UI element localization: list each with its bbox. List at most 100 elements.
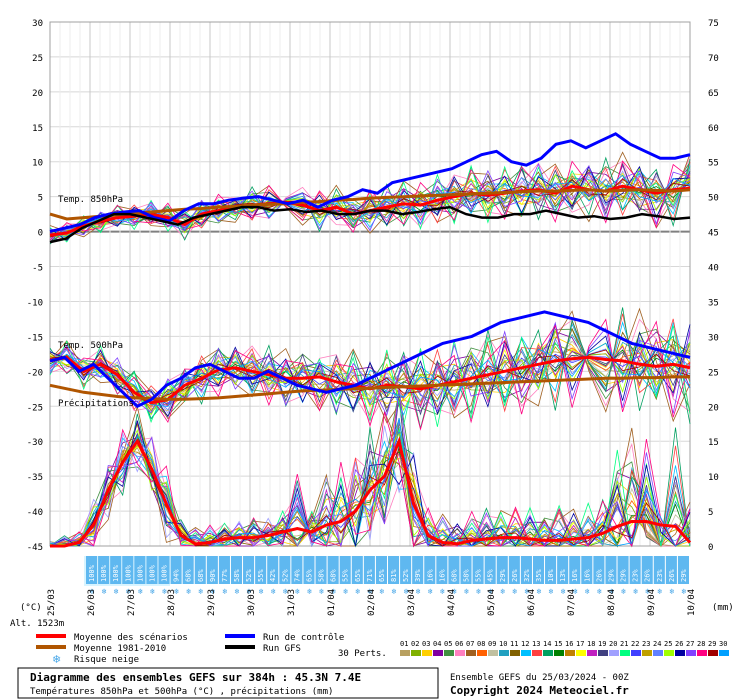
- pert-swatch: [543, 650, 553, 656]
- right-tick-label: 40: [708, 264, 719, 274]
- snow-cell-pct: 100%: [124, 564, 132, 582]
- snow-cell-pct: 26%: [644, 569, 652, 582]
- pert-swatch: [466, 650, 476, 656]
- snow-cell-pct: 100%: [161, 564, 169, 582]
- date-label: 02/04: [367, 589, 377, 616]
- snow-cell: [653, 556, 665, 584]
- snow-cell-pct: 16%: [426, 569, 434, 582]
- snow-cell-flake: ❄: [464, 587, 469, 596]
- right-tick-label: 0: [708, 543, 713, 553]
- right-tick-label: 35: [708, 298, 719, 308]
- date-axis-labels: 25/03 26/03 27/03 28/03 29/03 30/03 31/03 01/04…: [47, 589, 697, 616]
- snow-cell: [146, 556, 158, 584]
- snow-cell-flake: ❄: [102, 587, 107, 596]
- pert-number: 16: [565, 640, 573, 648]
- pert-number: 18: [587, 640, 595, 648]
- snow-cell: [581, 556, 593, 584]
- right-tick-label: 60: [708, 124, 719, 134]
- left-tick-label: -25: [27, 403, 43, 413]
- snow-cell: [484, 556, 496, 584]
- date-label: 09/04: [647, 589, 657, 616]
- snow-cell-pct: 16%: [583, 569, 591, 582]
- snow-cell-flake: ❄: [476, 587, 481, 596]
- pert-swatch: [477, 650, 487, 656]
- pert-swatch: [697, 650, 707, 656]
- pert-number: 23: [642, 640, 650, 648]
- date-label: 07/04: [567, 589, 577, 616]
- snow-cell-pct: 55%: [342, 569, 350, 582]
- pert-swatch: [708, 650, 718, 656]
- pert-swatch: [609, 650, 619, 656]
- snow-cell: [520, 556, 532, 584]
- footer-box: [17, 667, 439, 699]
- pert-swatch: [433, 650, 443, 656]
- snow-cell-pct: 65%: [378, 569, 386, 582]
- snow-cell-pct: 16%: [438, 569, 446, 582]
- snow-cell-flake: ❄: [561, 587, 566, 596]
- pert-number: 19: [598, 640, 606, 648]
- pert-swatch: [686, 650, 696, 656]
- snow-cell-pct: 68%: [450, 569, 458, 582]
- legend-label-climo: Moyenne 1981-2010: [74, 644, 166, 654]
- left-tick-label: -35: [27, 473, 43, 483]
- snow-cell-pct: 42%: [269, 569, 277, 582]
- snow-cell: [641, 556, 653, 584]
- pert-number: 29: [708, 640, 716, 648]
- snow-cell: [170, 556, 182, 584]
- snow-cell: [98, 556, 110, 584]
- snow-cell: [182, 556, 194, 584]
- snow-cell: [339, 556, 351, 584]
- snow-cell-flake: ❄: [500, 587, 505, 596]
- pert-swatch: [642, 650, 652, 656]
- pert-swatch: [598, 650, 608, 656]
- snow-cell-flake: ❄: [682, 587, 687, 596]
- snow-cell-flake: ❄: [488, 587, 493, 596]
- pert-swatch: [719, 650, 729, 656]
- left-tick-label: -10: [27, 298, 43, 308]
- snow-cell-flake: ❄: [585, 587, 590, 596]
- pert-number: 08: [477, 640, 485, 648]
- pert-number: 12: [521, 640, 529, 648]
- perturbation-legend: 01 02 03 04 05 06 07 08 09 10 11 12 13 14 15 16 17 18 19 20…: [400, 640, 729, 656]
- snow-cell-flake: ❄: [150, 587, 155, 596]
- snow-cell-pct: 23%: [656, 569, 664, 582]
- snow-cell-pct: 52%: [402, 569, 410, 582]
- member-line-precip: [49, 425, 691, 548]
- snow-cell-pct: 74%: [293, 569, 301, 582]
- date-label: 29/03: [207, 589, 217, 616]
- snow-cell-flake: ❄: [525, 587, 530, 596]
- snow-cell-flake: ❄: [223, 587, 228, 596]
- snow-cell-pct: 90%: [209, 569, 217, 582]
- pert-swatch: [664, 650, 674, 656]
- snow-cell: [351, 556, 363, 584]
- series-line-t850: [49, 205, 691, 244]
- series-line-t500: [49, 375, 690, 401]
- snow-cell-flake: ❄: [331, 587, 336, 596]
- series-line-t500: [49, 310, 691, 409]
- snow-cell: [605, 556, 617, 584]
- snow-cell: [557, 556, 569, 584]
- snow-cell: [303, 556, 315, 584]
- snow-cell-pct: 58%: [318, 569, 326, 582]
- pert-swatch: [400, 650, 410, 656]
- snow-cell-pct: 13%: [559, 569, 567, 582]
- member-line-t850: [49, 151, 691, 238]
- snow-cell-flake: ❄: [597, 587, 602, 596]
- snow-cell: [569, 556, 581, 584]
- left-tick-label: 5: [38, 194, 43, 204]
- pert-number: 28: [697, 640, 705, 648]
- snow-cell: [363, 556, 375, 584]
- pert-number: 14: [543, 640, 551, 648]
- pert-number: 24: [653, 640, 661, 648]
- pert-number: 21: [620, 640, 628, 648]
- section-label-t500: Temp. 500hPa: [58, 341, 123, 351]
- snow-cell: [291, 556, 303, 584]
- snow-cell-pct: 77%: [221, 569, 229, 582]
- left-tick-label: -45: [27, 543, 43, 553]
- member-line-precip: [49, 420, 691, 547]
- pert-number: 10: [499, 640, 507, 648]
- pert-number: 26: [675, 640, 683, 648]
- pert-number: 27: [686, 640, 694, 648]
- snow-cell-flake: ❄: [512, 587, 517, 596]
- snow-cell-flake: ❄: [549, 587, 554, 596]
